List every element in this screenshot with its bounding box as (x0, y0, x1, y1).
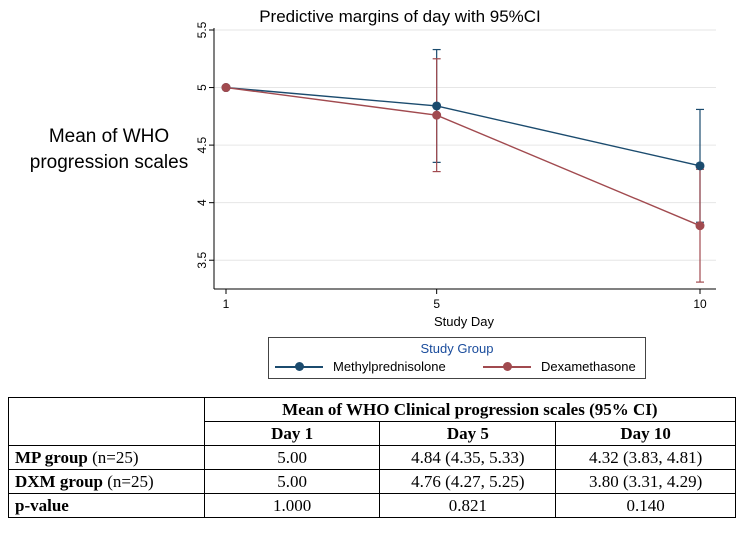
results-table: Mean of WHO Clinical progression scales … (8, 397, 737, 518)
legend-label-methylprednisolone: Methylprednisolone (333, 359, 446, 374)
y-axis-label-line-2: progression scales (29, 152, 189, 173)
table-cell: 4.32 (3.83, 4.81) (555, 445, 736, 470)
table-cell: 0.140 (555, 493, 736, 518)
data-point-dexamethasone (432, 110, 442, 120)
table-cell: 5.00 (203, 445, 381, 470)
row-label-rest: (n=25) (103, 471, 154, 491)
series-line-dexamethasone (225, 86, 701, 227)
legend: Study Group Methylprednisolone Dexametha… (268, 337, 646, 379)
y-tick-label: 4.5 (195, 136, 209, 153)
x-tick-label: 5 (433, 297, 440, 311)
table-header-row: Day 1 Day 5 Day 10 (9, 421, 736, 446)
table-cell: 4.76 (4.27, 5.25) (379, 469, 557, 494)
table-cell: 4.84 (4.35, 5.33) (379, 445, 557, 470)
axes: 3.5 4 4.5 5 5.5 1 5 10 (195, 21, 716, 311)
y-tick-label: 4 (195, 199, 209, 206)
table-row: MP group (n=25) 5.00 4.84 (4.35, 5.33) 4… (8, 445, 736, 470)
y-tick-label: 5 (195, 84, 209, 91)
y-tick-label: 3.5 (195, 252, 209, 269)
table-cell: 0.821 (379, 493, 557, 518)
legend-marker-methylprednisolone (295, 362, 304, 371)
table-cell: 1.000 (203, 493, 381, 518)
data-point-methylprednisolone (695, 161, 705, 171)
table-row-label: DXM group (n=25) (8, 469, 205, 494)
chart-title: Predictive margins of day with 95%CI (259, 7, 541, 26)
table-header-main: Mean of WHO Clinical progression scales … (203, 397, 737, 422)
legend-title: Study Group (420, 341, 494, 356)
row-label-bold: DXM group (15, 471, 103, 491)
legend-label-dexamethasone: Dexamethasone (541, 359, 636, 374)
table-cell: 5.00 (203, 469, 381, 494)
y-axis-label: Mean of WHO progression scales (14, 124, 204, 176)
table-header-row-top: Mean of WHO Clinical progression scales … (8, 397, 737, 446)
grid (214, 29, 716, 261)
y-tick-label: 5.5 (195, 21, 209, 38)
table-cell: 3.80 (3.31, 4.29) (555, 469, 736, 494)
table-row-label: MP group (n=25) (8, 445, 205, 470)
row-label-rest: (n=25) (87, 447, 139, 467)
data-point-dexamethasone (221, 83, 231, 93)
table-row: p-value 1.000 0.821 0.140 (8, 493, 736, 518)
row-label-bold: p-value (15, 495, 69, 515)
series (221, 48, 705, 283)
row-label-bold: MP group (15, 447, 88, 467)
y-axis-label-line-1: Mean of WHO (48, 126, 170, 147)
x-tick-label: 1 (223, 297, 230, 311)
table-row: DXM group (n=25) 5.00 4.76 (4.27, 5.25) … (8, 469, 736, 494)
table-row-label: p-value (8, 493, 205, 518)
table-corner-cell (8, 397, 205, 446)
legend-marker-dexamethasone (503, 362, 512, 371)
table-header-day-1: Day 1 (203, 421, 381, 446)
table-header-day-5: Day 5 (379, 421, 557, 446)
data-point-methylprednisolone (432, 101, 442, 111)
table-header-day-10: Day 10 (555, 421, 736, 446)
chart: Predictive margins of day with 95%CI 3.5… (195, 7, 716, 329)
x-tick-label: 10 (693, 297, 707, 311)
x-axis-label: Study Day (434, 314, 494, 329)
data-point-dexamethasone (695, 221, 705, 231)
